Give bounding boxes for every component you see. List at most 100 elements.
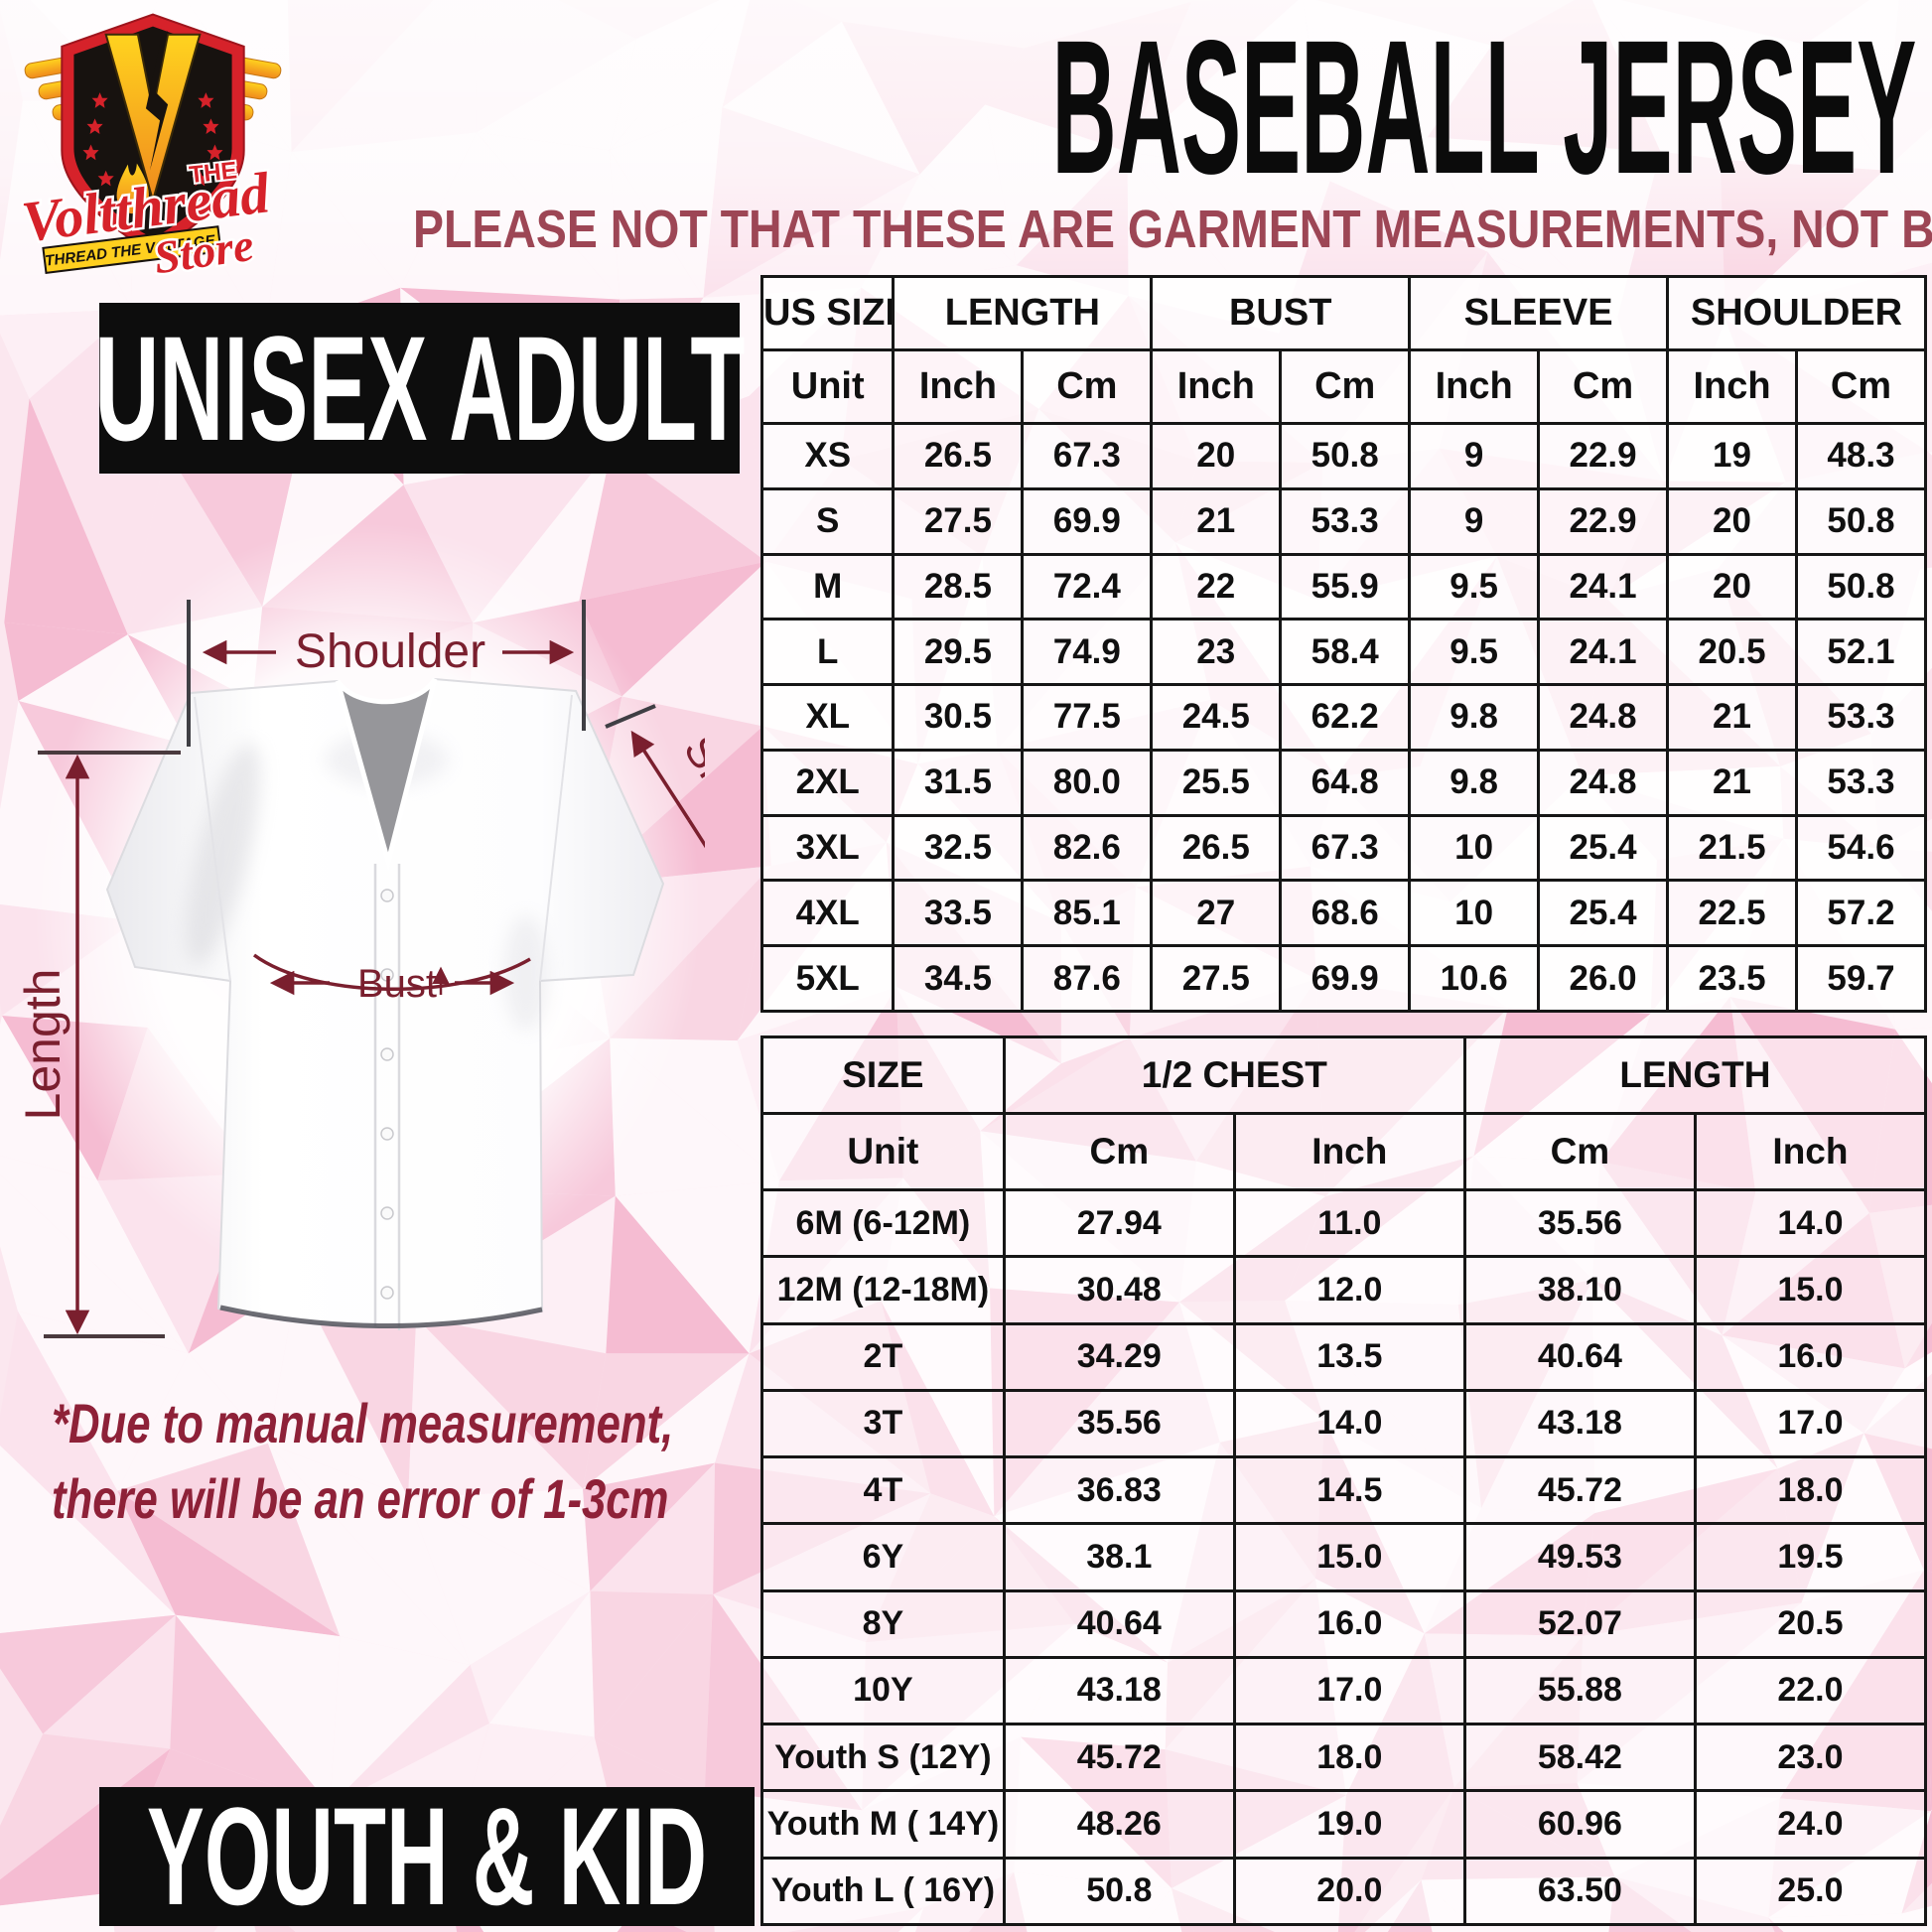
- measurement-value: 87.6: [1021, 944, 1154, 1013]
- measurement-value: 31.5: [892, 748, 1025, 817]
- measurement-value: 9.8: [1408, 748, 1541, 817]
- measurement-value: 50.8: [1279, 422, 1412, 490]
- size-label: 2XL: [759, 748, 896, 817]
- measurement-value: 22.0: [1693, 1655, 1928, 1726]
- measurement-value: 20.5: [1666, 618, 1798, 687]
- measurement-value: 9: [1408, 422, 1541, 490]
- unit-header: Cm: [1537, 348, 1670, 425]
- measurement-value: 49.53: [1462, 1522, 1697, 1592]
- measurement-value: 30.48: [1002, 1255, 1236, 1325]
- measurement-value: 25.4: [1537, 813, 1670, 883]
- unit-header: Inch: [1408, 348, 1541, 425]
- bust-label: Bust: [357, 962, 437, 1006]
- measurement-value: 35.56: [1462, 1187, 1697, 1259]
- table-row: 4T 36.83 14.5 45.72 18.0: [760, 1455, 1928, 1526]
- measurement-value: 62.2: [1279, 683, 1412, 752]
- size-label: Youth M ( 14Y): [760, 1789, 1006, 1860]
- measurement-value: 36.83: [1002, 1455, 1236, 1526]
- measurement-value: 67.3: [1279, 813, 1412, 883]
- measurement-note: *Due to manual measurement, there will b…: [52, 1386, 687, 1536]
- size-label: Youth L ( 16Y): [760, 1856, 1006, 1927]
- unit-header: Inch: [1150, 348, 1283, 425]
- unisex-adult-banner: UNISEX ADULT: [94, 303, 745, 474]
- measurement-value: 38.1: [1002, 1522, 1236, 1592]
- measurement-value: 9.5: [1408, 552, 1541, 621]
- measurement-value: 25.4: [1537, 879, 1670, 948]
- measurement-value: 53.3: [1794, 748, 1928, 817]
- table-row: Youth M ( 14Y) 48.26 19.0 60.96 24.0: [760, 1789, 1928, 1860]
- unit-header: Cm: [1794, 348, 1928, 425]
- measurement-value: 74.9: [1021, 618, 1154, 687]
- table-row: 6M (6-12M) 27.94 11.0 35.56 14.0: [760, 1187, 1928, 1259]
- measurement-value: 32.5: [892, 813, 1025, 883]
- measurement-value: 22.5: [1666, 879, 1798, 948]
- adult-size-table: US SIZELENGTHBUSTSLEEVESHOULDERUnitInchC…: [759, 275, 1928, 1013]
- measurement-value: 43.18: [1002, 1655, 1236, 1726]
- measurement-value: 27: [1150, 879, 1283, 948]
- unit-header: Cm: [1279, 348, 1412, 425]
- measurement-value: 58.42: [1462, 1723, 1697, 1793]
- measurement-value: 13.5: [1232, 1321, 1466, 1392]
- measurement-value: 19.0: [1232, 1789, 1466, 1860]
- size-label: 4T: [760, 1455, 1006, 1526]
- measurement-value: 80.0: [1021, 748, 1154, 817]
- table-row: Youth S (12Y) 45.72 18.0 58.42 23.0: [760, 1723, 1928, 1793]
- measurement-value: 45.72: [1002, 1723, 1236, 1793]
- measurement-value: 52.07: [1462, 1588, 1697, 1659]
- measurement-value: 24.5: [1150, 683, 1283, 752]
- unisex-adult-banner-label: UNISEX ADULT: [93, 304, 746, 472]
- measurement-value: 18.0: [1232, 1723, 1466, 1793]
- column-group-header: SLEEVE: [1408, 275, 1670, 351]
- note-line-1: *Due to manual measurement,: [52, 1392, 674, 1454]
- page-subtitle: PLEASE NOT THAT THESE ARE GARMENT MEASUR…: [248, 199, 1932, 260]
- unit-header: Cm: [1462, 1112, 1697, 1191]
- measurement-value: 58.4: [1279, 618, 1412, 687]
- measurement-value: 24.8: [1537, 748, 1670, 817]
- measurement-value: 55.88: [1462, 1655, 1697, 1726]
- measurement-value: 69.9: [1021, 486, 1154, 556]
- measurement-value: 24.1: [1537, 618, 1670, 687]
- measurement-value: 40.64: [1002, 1588, 1236, 1659]
- measurement-value: 50.8: [1794, 552, 1928, 621]
- size-label: 5XL: [759, 944, 896, 1013]
- table-row: 2XL 31.5 80.0 25.5 64.8 9.8 24.8 21 53.3: [759, 748, 1928, 817]
- table-row: 3XL 32.5 82.6 26.5 67.3 10 25.4 21.5 54.6: [759, 813, 1928, 883]
- size-label: 10Y: [760, 1655, 1006, 1726]
- measurement-value: 15.0: [1232, 1522, 1466, 1592]
- unit-header: Cm: [1002, 1112, 1236, 1191]
- note-line-2: there will be an error of 1-3cm: [52, 1466, 669, 1530]
- column-group-header: BUST: [1150, 275, 1412, 351]
- size-label: 8Y: [760, 1588, 1006, 1659]
- youth-kid-banner: YOUTH & KID: [99, 1778, 755, 1932]
- measurement-value: 12.0: [1232, 1255, 1466, 1325]
- measurement-value: 48.3: [1794, 422, 1928, 490]
- page-title-text: BASEBALL JERSEY SIZE CHART: [1051, 0, 1932, 213]
- measurement-value: 14.0: [1693, 1187, 1928, 1259]
- measurement-value: 48.26: [1002, 1789, 1236, 1860]
- measurement-value: 64.8: [1279, 748, 1412, 817]
- size-label: 4XL: [759, 879, 896, 948]
- youth-size-table-container: SIZE 1/2 CHEST LENGTH Unit Cm Inch Cm Inch 6M (6…: [760, 1035, 1928, 1927]
- measurement-value: 27.5: [892, 486, 1025, 556]
- measurement-value: 17.0: [1232, 1655, 1466, 1726]
- column-group-header: 1/2 CHEST: [1002, 1035, 1466, 1115]
- measurement-value: 63.50: [1462, 1856, 1697, 1927]
- measurement-value: 9.5: [1408, 618, 1541, 687]
- measurement-value: 50.8: [1794, 486, 1928, 556]
- measurement-value: 9.8: [1408, 683, 1541, 752]
- measurement-value: 85.1: [1021, 879, 1154, 948]
- table-row: 4XL 33.5 85.1 27 68.6 10 25.4 22.5 57.2: [759, 879, 1928, 948]
- measurement-value: 26.5: [892, 422, 1025, 490]
- measurement-value: 33.5: [892, 879, 1025, 948]
- measurement-value: 60.96: [1462, 1789, 1697, 1860]
- size-label: 6Y: [760, 1522, 1006, 1592]
- size-label: 6M (6-12M): [760, 1187, 1006, 1259]
- table-row: 10Y 43.18 17.0 55.88 22.0: [760, 1655, 1928, 1726]
- unit-header: Unit: [759, 348, 896, 425]
- measurement-value: 10.6: [1408, 944, 1541, 1013]
- adult-size-table-container: US SIZELENGTHBUSTSLEEVESHOULDERUnitInchC…: [759, 275, 1928, 1013]
- table-row: 6Y 38.1 15.0 49.53 19.5: [760, 1522, 1928, 1592]
- measurement-value: 67.3: [1021, 422, 1154, 490]
- measurement-value: 22: [1150, 552, 1283, 621]
- measurement-value: 50.8: [1002, 1856, 1236, 1927]
